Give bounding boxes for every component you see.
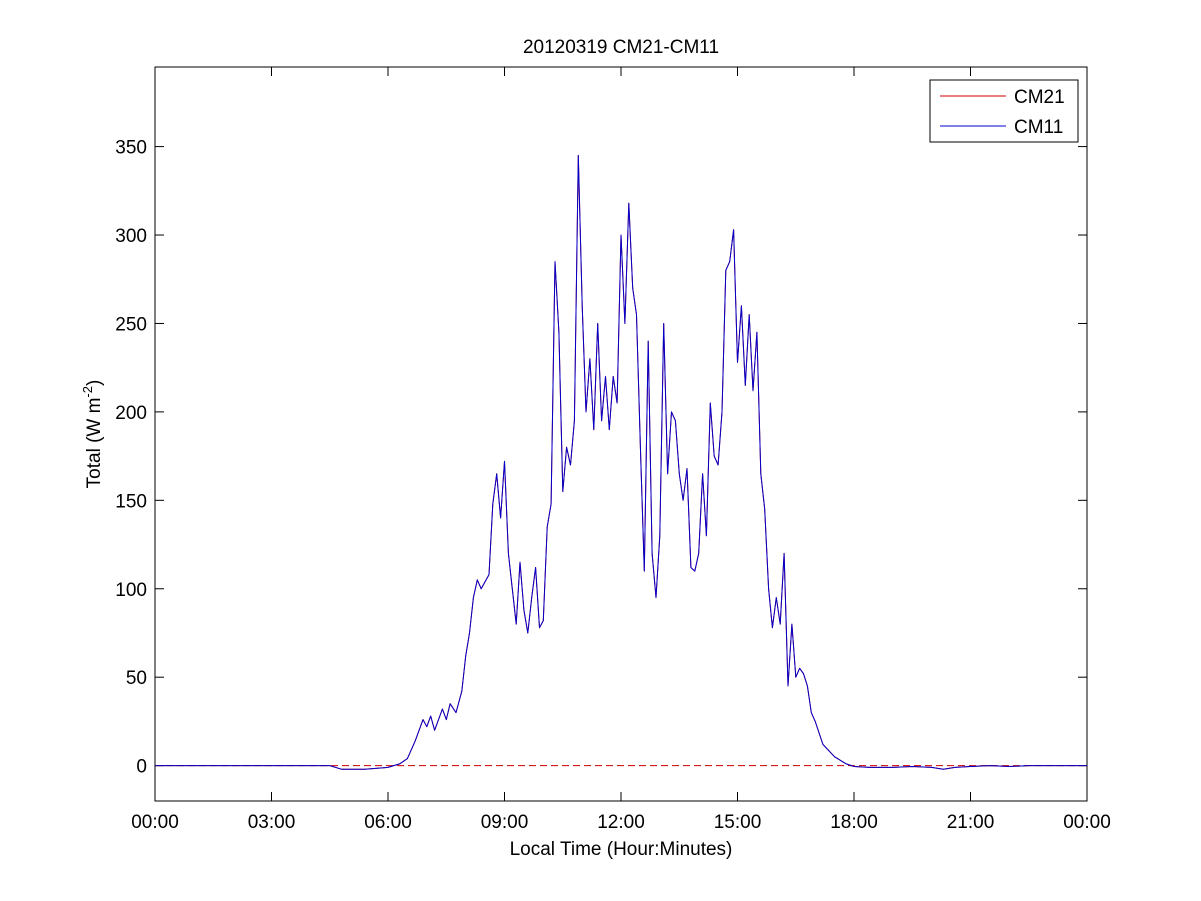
plot-area: 0 50 100 150 200 250 300 350 00:00 03:00 06:00 09:… xyxy=(115,66,1111,833)
y-tick-label: 0 xyxy=(136,757,147,778)
plot-frame xyxy=(154,66,1088,802)
y-axis-label: Total (W m-2) xyxy=(80,380,105,489)
series-line-cm11 xyxy=(155,154,1087,770)
y-axis: 0 50 100 150 200 250 300 350 xyxy=(115,138,1087,778)
x-tick-label: 09:00 xyxy=(481,812,529,833)
x-axis-label: Local Time (Hour:Minutes) xyxy=(510,839,733,860)
legend: CM21 CM11 xyxy=(929,79,1079,143)
x-tick-label: 00:00 xyxy=(1063,812,1111,833)
y-tick-label: 300 xyxy=(115,226,147,247)
y-axis-label-superscript: -2 xyxy=(80,386,95,398)
x-tick-label: 06:00 xyxy=(364,812,412,833)
y-tick-label: 250 xyxy=(115,314,147,335)
x-tick-label: 21:00 xyxy=(947,812,995,833)
series-lines xyxy=(155,154,1087,770)
y-tick-label: 100 xyxy=(115,580,147,601)
y-axis-label-main: Total (W m xyxy=(84,398,105,489)
x-tick-label: 12:00 xyxy=(597,812,645,833)
y-axis-label-tail: ) xyxy=(84,380,105,386)
y-tick-label: 150 xyxy=(115,491,147,512)
x-tick-label: 18:00 xyxy=(830,812,878,833)
legend-box xyxy=(929,79,1079,143)
x-tick-label: 03:00 xyxy=(248,812,296,833)
chart-title: 20120319 CM21-CM11 xyxy=(523,37,719,58)
legend-label-cm21: CM21 xyxy=(1014,87,1065,108)
y-tick-label: 350 xyxy=(115,138,147,159)
x-tick-label: 00:00 xyxy=(131,812,179,833)
y-tick-label: 200 xyxy=(115,403,147,424)
x-tick-label: 15:00 xyxy=(714,812,762,833)
legend-label-cm11: CM11 xyxy=(1014,117,1063,138)
x-axis: 00:00 03:00 06:00 09:00 12:00 15:00 18:00 21:00… xyxy=(131,67,1111,833)
y-tick-label: 50 xyxy=(126,668,147,689)
